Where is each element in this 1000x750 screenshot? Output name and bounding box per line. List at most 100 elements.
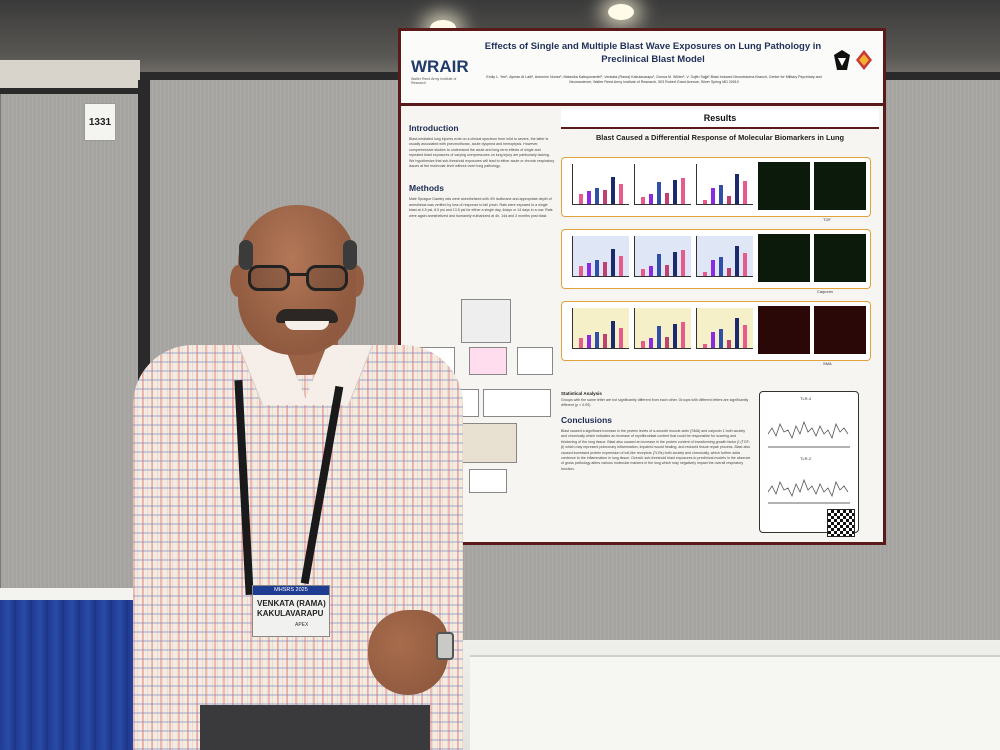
micrograph-blast bbox=[814, 234, 866, 282]
wrair-logo-subtitle: Walter Reed Army Institute of Research bbox=[411, 77, 457, 85]
methods-flow-box bbox=[469, 469, 507, 493]
chart-bar bbox=[579, 338, 583, 348]
chart-bar bbox=[735, 174, 739, 204]
chart-bar bbox=[611, 321, 615, 348]
badge-org: APEX bbox=[295, 622, 309, 628]
table-skirt bbox=[0, 600, 145, 750]
methods-heading: Methods bbox=[409, 183, 444, 194]
chart-bar bbox=[735, 246, 739, 276]
chart-bar bbox=[619, 184, 623, 204]
head bbox=[238, 205, 356, 355]
statistical-analysis-heading: Statistical Analysis bbox=[561, 391, 602, 396]
chart-bar bbox=[727, 340, 731, 348]
sma-chart-row bbox=[561, 301, 871, 361]
poster-right-column: Results Blast Caused a Differential Resp… bbox=[561, 109, 879, 539]
bar-chart bbox=[572, 308, 629, 349]
chart-bar bbox=[611, 177, 615, 204]
chart-bar bbox=[603, 190, 607, 204]
graph-label-tlr2: TLR-2 bbox=[800, 456, 812, 461]
bar-chart bbox=[696, 236, 753, 277]
results-heading: Results bbox=[561, 109, 879, 129]
glasses-bridge bbox=[289, 273, 307, 276]
bar-chart bbox=[572, 164, 629, 205]
chart-bar bbox=[649, 194, 653, 204]
chart-bar bbox=[649, 266, 653, 276]
methods-flow-box bbox=[461, 299, 511, 343]
marker-label-tgf: TGF bbox=[823, 217, 831, 222]
chart-bar bbox=[579, 266, 583, 276]
hair bbox=[239, 240, 253, 270]
chart-bar bbox=[665, 337, 669, 348]
bar-chart bbox=[634, 236, 691, 277]
chart-bar bbox=[703, 200, 707, 204]
chart-bar bbox=[657, 182, 661, 204]
booth-rail bbox=[0, 88, 140, 94]
chart-bar bbox=[587, 191, 591, 204]
glasses-lens bbox=[306, 265, 348, 291]
poster-authors: Emily L. Yee¹, Ayman Al Laiti¹, Antonine… bbox=[486, 75, 822, 84]
intro-text: Blast-mediated lung injuries exist on a … bbox=[409, 137, 555, 168]
chart-bar bbox=[595, 332, 599, 348]
chart-bar bbox=[587, 335, 591, 348]
trousers bbox=[200, 705, 430, 750]
chart-bar bbox=[657, 254, 661, 276]
micrograph-blast bbox=[814, 306, 866, 354]
chart-bar bbox=[727, 196, 731, 204]
research-poster: WRAIR Walter Reed Army Institute of Rese… bbox=[398, 28, 886, 545]
chart-bar bbox=[743, 181, 747, 204]
eyeglasses bbox=[248, 265, 356, 295]
chart-bar bbox=[681, 250, 685, 276]
methods-flow-box bbox=[517, 347, 553, 375]
chart-bar bbox=[743, 253, 747, 276]
chart-bar bbox=[603, 334, 607, 348]
chart-bar bbox=[595, 260, 599, 276]
poster-title: Effects of Single and Multiple Blast Wav… bbox=[484, 41, 822, 65]
chart-bar bbox=[703, 272, 707, 276]
chart-bar bbox=[703, 344, 707, 348]
chart-bar bbox=[641, 341, 645, 348]
wristwatch-icon bbox=[436, 632, 454, 660]
methods-flow-box bbox=[455, 423, 517, 463]
chart-bar bbox=[611, 249, 615, 276]
micrograph-sham bbox=[758, 306, 810, 354]
poster-header: WRAIR Walter Reed Army Institute of Rese… bbox=[401, 31, 883, 106]
chart-bar bbox=[665, 265, 669, 276]
chart-bar bbox=[649, 338, 653, 348]
bar-chart bbox=[572, 236, 629, 277]
badge-event: MHSRS 2025 bbox=[253, 586, 329, 595]
table-right bbox=[470, 655, 1000, 750]
conclusions-text: Blast caused a significant increase in t… bbox=[561, 429, 751, 471]
chart-bar bbox=[727, 268, 731, 276]
badge-last-name: KAKULAVARAPU bbox=[257, 609, 324, 618]
chart-bar bbox=[743, 325, 747, 348]
chart-bar bbox=[719, 257, 723, 276]
methods-text: Male Sprague Dawley rats were anesthetiz… bbox=[409, 197, 553, 218]
chart-bar bbox=[673, 180, 677, 204]
chart-bar bbox=[681, 178, 685, 204]
tlr4-line-graph bbox=[768, 420, 850, 448]
calponin-chart-row bbox=[561, 229, 871, 289]
booth-number-sign: 1331 bbox=[84, 103, 116, 141]
chart-bar bbox=[587, 263, 591, 276]
bar-chart bbox=[634, 164, 691, 205]
bar-chart bbox=[696, 308, 753, 349]
chart-bar bbox=[719, 185, 723, 204]
intro-heading: Introduction bbox=[409, 123, 459, 133]
ceiling-light bbox=[608, 4, 634, 20]
micrograph-blast bbox=[814, 162, 866, 210]
results-subheading: Blast Caused a Differential Response of … bbox=[595, 133, 845, 142]
methods-flow-box bbox=[469, 347, 507, 375]
hand bbox=[368, 610, 448, 695]
chart-bar bbox=[711, 332, 715, 348]
chart-bar bbox=[735, 318, 739, 348]
graph-label-tlr4: TLR-4 bbox=[800, 396, 812, 401]
badge-first-name: VENKATA (RAMA) bbox=[257, 599, 326, 608]
tlr2-line-graph bbox=[768, 478, 850, 504]
mustache bbox=[276, 309, 338, 323]
statistical-analysis-text: Groups with the same letter are not sign… bbox=[561, 398, 749, 408]
tgf-chart-row bbox=[561, 157, 871, 217]
chart-bar bbox=[665, 193, 669, 204]
conclusions-heading: Conclusions bbox=[561, 415, 613, 425]
